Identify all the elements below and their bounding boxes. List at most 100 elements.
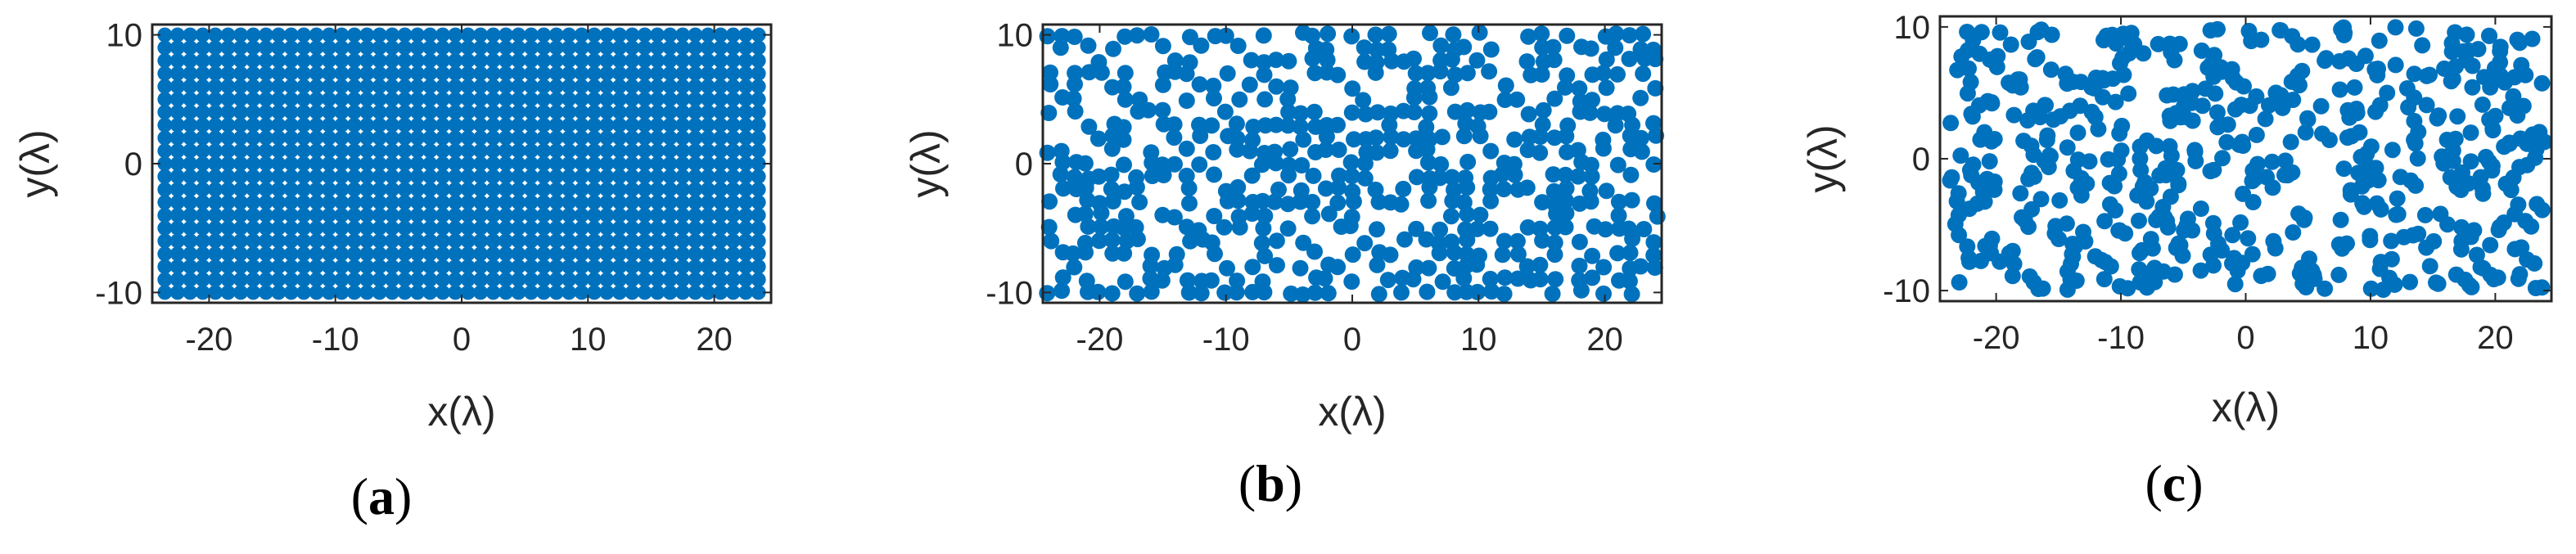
scatter-point — [611, 220, 627, 236]
scatter-point — [675, 27, 690, 43]
scatter-point — [220, 105, 236, 119]
scatter-point — [359, 233, 375, 249]
scatter-point — [2170, 177, 2187, 194]
scatter-point — [296, 117, 312, 133]
scatter-point — [485, 65, 501, 81]
scatter-point — [2406, 112, 2423, 129]
scatter-point — [1468, 220, 1486, 237]
scatter-point — [2418, 67, 2435, 84]
scatter-point — [460, 285, 476, 300]
scatter-point — [372, 156, 387, 171]
scatter-point — [1368, 144, 1385, 161]
scatter-point — [1140, 101, 1157, 119]
scatter-point — [700, 143, 715, 159]
scatter-point — [688, 259, 703, 274]
scatter-point — [233, 117, 248, 133]
scatter-point — [587, 169, 602, 184]
scatter-point — [1989, 47, 2006, 65]
scatter-point — [599, 195, 615, 210]
scatter-point — [675, 92, 690, 107]
scatter-point — [271, 272, 286, 287]
scatter-point — [1254, 192, 1271, 209]
scatter-point — [322, 195, 336, 210]
scatter-point — [1393, 284, 1410, 301]
scatter-point — [233, 195, 248, 210]
scatter-point — [625, 285, 640, 300]
scatter-point — [1584, 92, 1600, 109]
scatter-panel-a: -20 -10 0 10 20 -10 0 10 x(λ) y(λ) (a) — [12, 18, 773, 525]
scatter-point — [511, 65, 526, 81]
scatter-point — [485, 259, 501, 274]
scatter-point — [1253, 235, 1270, 252]
scatter-point — [169, 117, 185, 133]
scatter-point — [246, 79, 261, 94]
scatter-point — [157, 195, 173, 210]
scatter-point — [611, 208, 627, 223]
scatter-point — [637, 220, 652, 236]
scatter-point — [511, 233, 526, 249]
scatter-point — [322, 92, 336, 107]
scatter-point — [1116, 156, 1132, 173]
scatter-point — [1193, 37, 1210, 54]
scatter-point — [208, 143, 223, 159]
scatter-point — [473, 105, 489, 119]
x-tick-label: 0 — [453, 322, 471, 358]
scatter-point — [738, 220, 754, 236]
scatter-point — [2285, 224, 2302, 241]
scatter-point — [523, 285, 539, 300]
scatter-point — [1367, 181, 1384, 198]
scatter-point — [1532, 220, 1549, 237]
scatter-point — [435, 92, 450, 107]
scatter-point — [751, 246, 766, 262]
scatter-point — [2186, 143, 2204, 160]
scatter-point — [725, 40, 741, 56]
scatter-point — [271, 169, 286, 184]
scatter-point — [359, 143, 375, 159]
scatter-point — [422, 65, 438, 81]
scatter-point — [1483, 283, 1500, 300]
scatter-point — [1329, 66, 1347, 83]
scatter-point — [1582, 156, 1599, 173]
scatter-point — [536, 53, 552, 69]
scatter-point — [220, 169, 236, 184]
scatter-point — [2416, 206, 2434, 223]
scatter-point — [738, 65, 754, 81]
scatter-point — [548, 220, 564, 236]
scatter-point — [1609, 65, 1626, 83]
scatter-point — [751, 220, 766, 236]
panel-caption: (b) — [1238, 454, 1302, 512]
scatter-point — [169, 220, 185, 236]
scatter-point — [548, 246, 564, 262]
scatter-point — [1279, 196, 1297, 213]
scatter-point — [359, 27, 375, 43]
scatter-point — [574, 195, 589, 210]
scatter-point — [385, 79, 400, 94]
scatter-point — [1544, 286, 1561, 302]
scatter-point — [1266, 193, 1283, 210]
scatter-point — [587, 182, 602, 197]
scatter-point — [1254, 273, 1271, 291]
scatter-point — [625, 169, 640, 184]
scatter-point — [183, 27, 198, 43]
scatter-point — [372, 169, 387, 184]
scatter-point — [2291, 265, 2308, 282]
scatter-point — [208, 53, 223, 69]
scatter-point — [1457, 169, 1474, 187]
scatter-point — [1367, 26, 1384, 43]
scatter-point — [713, 105, 729, 119]
scatter-point — [397, 259, 413, 274]
scatter-point — [713, 285, 729, 300]
scatter-point — [1282, 79, 1299, 97]
scatter-point — [562, 233, 577, 249]
scatter-point — [751, 117, 766, 133]
scatter-point — [675, 79, 690, 94]
scatter-point — [309, 156, 324, 171]
scatter-point — [1330, 142, 1347, 158]
scatter-point — [499, 65, 513, 81]
scatter-point — [246, 53, 261, 69]
scatter-point — [1979, 92, 1996, 110]
scatter-point — [397, 105, 413, 119]
scatter-point — [334, 259, 350, 274]
scatter-point — [574, 92, 589, 107]
scatter-point — [562, 40, 577, 56]
